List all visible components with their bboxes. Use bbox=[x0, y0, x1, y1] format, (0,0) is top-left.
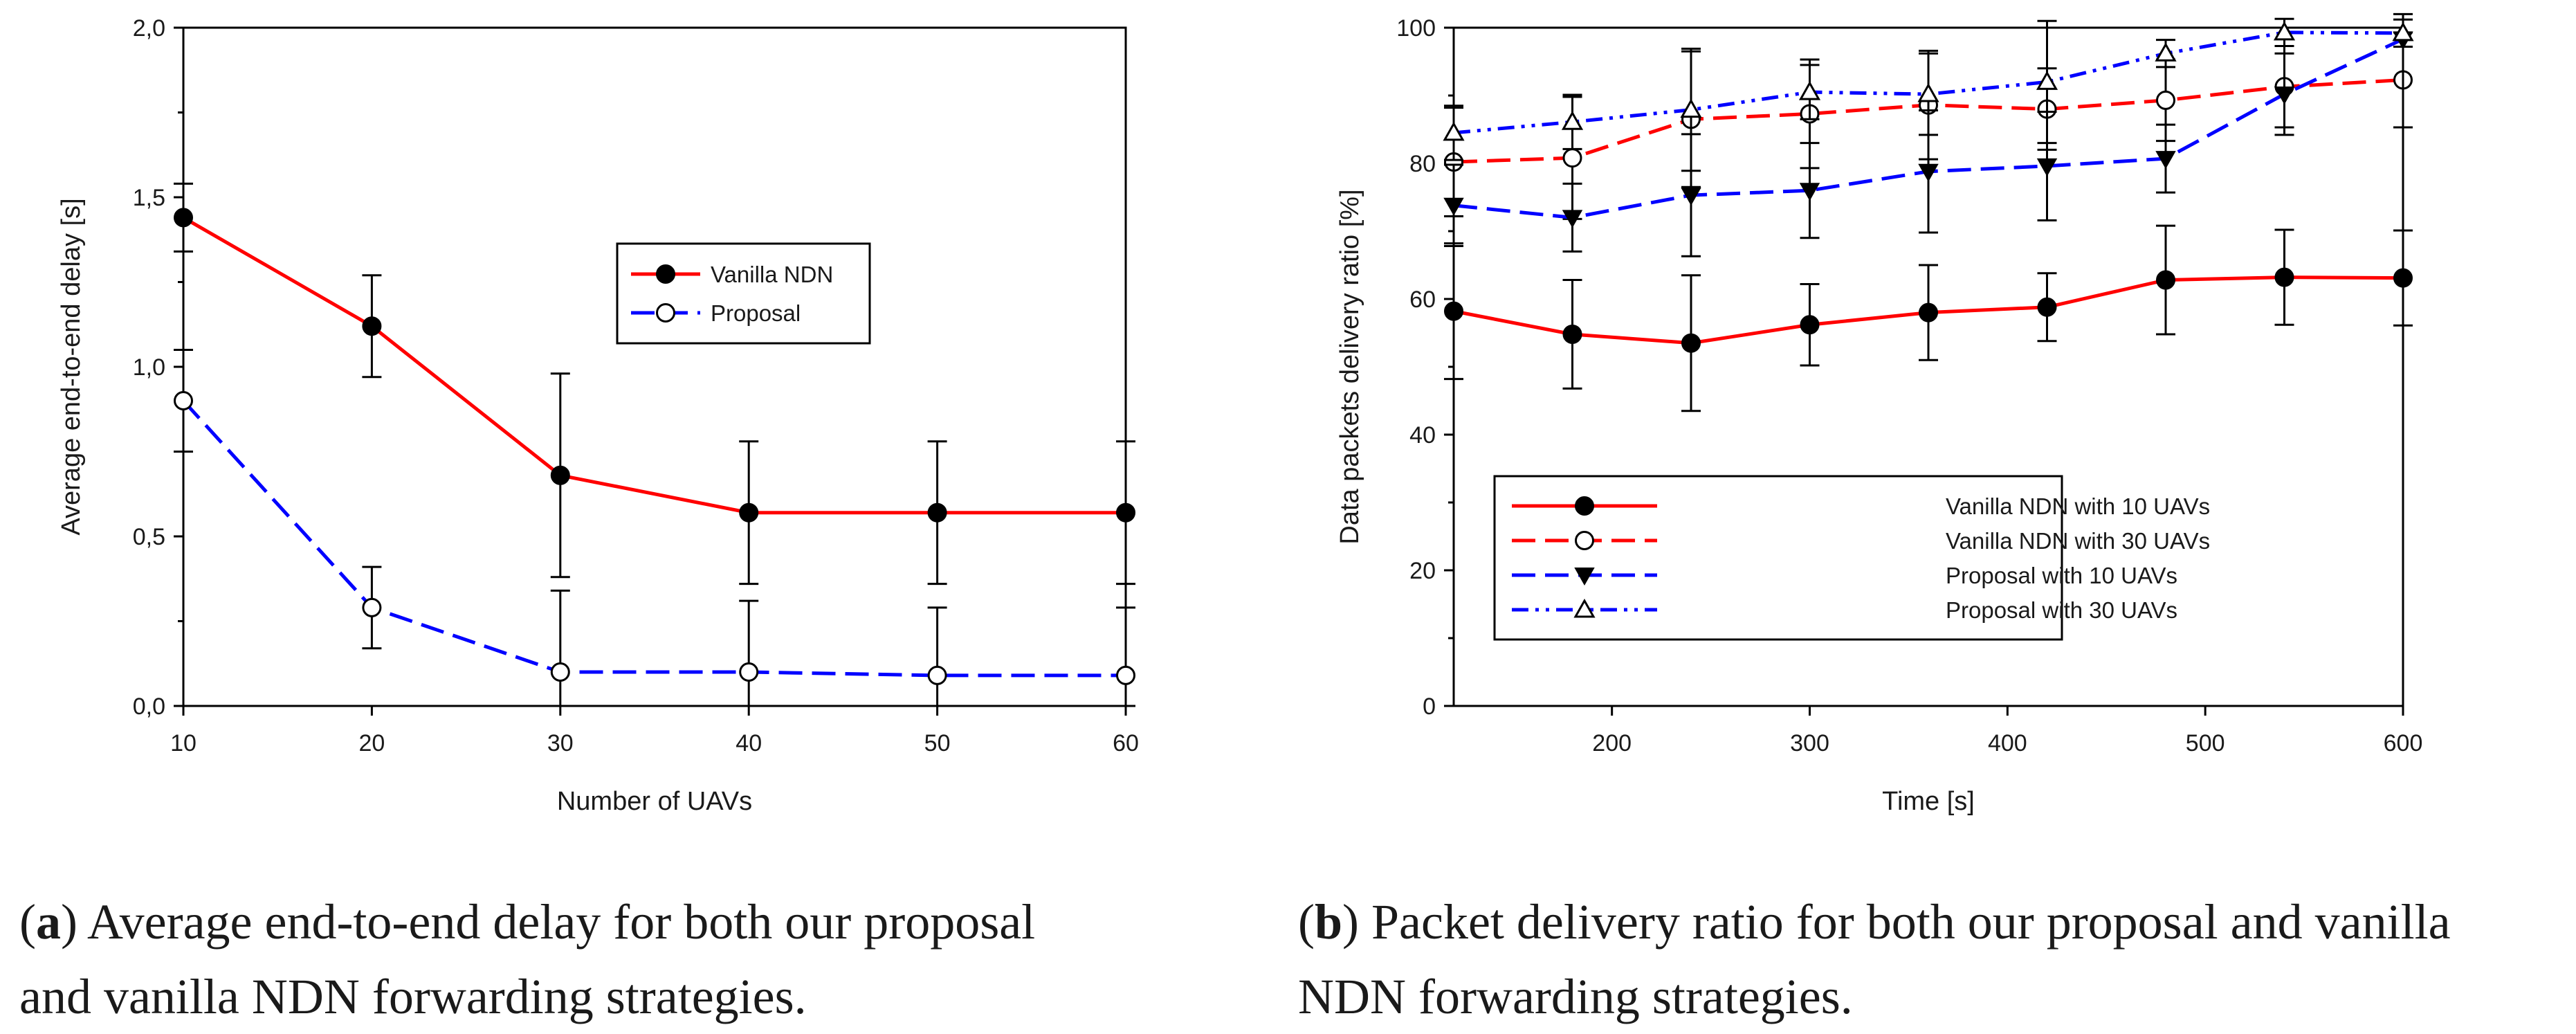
chart-a-x-tick-label: 40 bbox=[736, 730, 762, 756]
chart-a-legend bbox=[616, 242, 871, 345]
chart-a-data-point bbox=[174, 208, 193, 228]
chart-b-data-point bbox=[2036, 158, 2058, 176]
chart-b-data-point bbox=[2037, 297, 2057, 317]
chart-b-data-point bbox=[1917, 82, 1939, 102]
chart-a-data-point bbox=[1116, 665, 1135, 685]
chart-b-y-tick-label: 80 bbox=[1409, 151, 1436, 177]
chart-b-data-point bbox=[1681, 333, 1701, 353]
chart-b-x-tick-label: 600 bbox=[2384, 730, 2423, 756]
chart-b-data-point bbox=[1681, 188, 1701, 206]
chart-a-x-tick-label: 60 bbox=[1113, 730, 1139, 756]
chart-b-data-point bbox=[1443, 121, 1465, 141]
chart-b-data-point bbox=[2274, 87, 2295, 105]
chart-b-delivery-ratio: 200 300 400 500 600 0 20 40 60 80 100 Time [s] Data … bbox=[1335, 12, 2423, 816]
chart-b-legend-label: Vanilla NDN with 30 UAVs bbox=[1946, 528, 2210, 554]
chart-a-data-point bbox=[739, 502, 759, 523]
chart-a-data-point bbox=[174, 391, 193, 410]
chart-b-data-point bbox=[1444, 301, 1463, 321]
chart-a-series-line-2 bbox=[182, 399, 1126, 678]
chart-b-legend-marker bbox=[1574, 568, 1595, 586]
chart-b-legend-marker bbox=[1575, 531, 1594, 550]
caption-b: (b) Packet delivery ratio for both our p… bbox=[1298, 894, 2451, 1024]
chart-b-data-point bbox=[2036, 71, 2058, 90]
chart-b-legend-label: Proposal with 10 UAVs bbox=[1946, 563, 2177, 588]
chart-b-y-tick-label: 40 bbox=[1409, 422, 1436, 448]
chart-a-legend-marker bbox=[656, 264, 675, 284]
caption-a: (a) Average end-to-end delay for both ou… bbox=[19, 894, 1036, 1024]
chart-a-legend-label: Proposal bbox=[711, 300, 801, 326]
chart-b-data-point bbox=[1562, 148, 1582, 168]
chart-a-series-line-1 bbox=[182, 216, 1126, 515]
caption-b-line1: ) Packet delivery ratio for both our pro… bbox=[1342, 894, 2451, 950]
chart-b-y-tick-label: 100 bbox=[1396, 15, 1436, 42]
chart-b-data-point bbox=[1561, 111, 1584, 130]
chart-a-y-tick-label: 1,0 bbox=[133, 354, 165, 381]
chart-b-data-point bbox=[2156, 90, 2175, 110]
chart-a-x-tick-label: 50 bbox=[924, 730, 951, 756]
chart-a-y-tick-label: 0,0 bbox=[133, 693, 165, 720]
chart-b-data-point bbox=[1680, 98, 1702, 118]
chart-b-y-tick-label: 60 bbox=[1409, 287, 1436, 313]
chart-b-data-point bbox=[2155, 151, 2176, 170]
caption-a-label: a bbox=[35, 894, 61, 950]
chart-a-plot-frame bbox=[182, 26, 1127, 707]
chart-a-y-tick-label: 0,5 bbox=[133, 524, 165, 550]
chart-b-data-point bbox=[2156, 270, 2175, 290]
chart-b-data-point bbox=[2393, 268, 2413, 288]
chart-a-legend-marker bbox=[656, 303, 675, 323]
chart-b-x-tick-label: 300 bbox=[1790, 730, 1829, 756]
chart-a-data-point bbox=[1116, 502, 1135, 523]
chart-a-x-tick-label: 30 bbox=[547, 730, 574, 756]
chart-a-data-point bbox=[927, 502, 947, 523]
caption-b-line2: NDN forwarding strategies. bbox=[1298, 969, 1853, 1024]
chart-b-data-point bbox=[1443, 197, 1464, 216]
chart-a-x-tick-label: 10 bbox=[170, 730, 197, 756]
chart-b-data-point bbox=[2155, 42, 2177, 62]
chart-b-data-point bbox=[1918, 163, 1939, 182]
chart-a-data-point bbox=[739, 662, 759, 682]
chart-a-data-point bbox=[550, 465, 570, 485]
chart-b-y-tick-label: 20 bbox=[1409, 558, 1436, 584]
chart-b-legend-marker bbox=[1573, 598, 1596, 618]
chart-a-x-tick-label: 20 bbox=[358, 730, 385, 756]
chart-b-y-axis-label: Data packets delivery ratio [%] bbox=[1335, 189, 1364, 544]
chart-a-y-tick-label: 1,5 bbox=[133, 185, 165, 211]
chart-b-data-point bbox=[2273, 21, 2296, 41]
chart-a-x-axis-label: Number of UAVs bbox=[557, 787, 752, 816]
caption-a-line1: ) Average end-to-end delay for both our … bbox=[60, 894, 1036, 950]
chart-b-legend-label: Proposal with 30 UAVs bbox=[1946, 597, 2177, 623]
chart-b-x-tick-label: 200 bbox=[1592, 730, 1632, 756]
chart-b-x-axis-label: Time [s] bbox=[1882, 787, 1975, 816]
chart-a-data-point bbox=[362, 316, 382, 336]
chart-b-data-point bbox=[2274, 267, 2294, 287]
chart-b-y-tick-label: 0 bbox=[1423, 693, 1436, 720]
chart-b-legend-label: Vanilla NDN with 10 UAVs bbox=[1946, 493, 2210, 519]
caption-b-label: b bbox=[1314, 894, 1343, 950]
chart-b-data-point bbox=[1799, 183, 1820, 201]
chart-a-y-axis-label: Average end-to-end delay [s] bbox=[57, 198, 86, 535]
chart-b-x-tick-label: 500 bbox=[2186, 730, 2225, 756]
caption-a-line2: and vanilla NDN forwarding strategies. bbox=[19, 969, 807, 1024]
chart-b-legend-marker bbox=[1575, 496, 1594, 516]
chart-b-data-point bbox=[1562, 210, 1583, 228]
chart-b-data-point bbox=[1798, 81, 1821, 100]
chart-a-legend-label: Vanilla NDN bbox=[711, 262, 833, 287]
chart-b-x-tick-label: 400 bbox=[1988, 730, 2027, 756]
chart-a-data-point bbox=[927, 665, 947, 685]
chart-b-data-point bbox=[1562, 324, 1582, 344]
chart-a-delay: 10 20 30 40 50 60 0,0 0,5 1,0 1,5 2,0 Number of UAV… bbox=[57, 15, 1139, 816]
chart-a-data-point bbox=[550, 662, 570, 682]
chart-a-data-point bbox=[362, 597, 382, 617]
chart-b-data-point bbox=[1919, 302, 1938, 323]
chart-a-y-tick-label: 2,0 bbox=[133, 15, 165, 42]
chart-b-data-point bbox=[1800, 315, 1820, 335]
chart-b-data-point bbox=[2392, 21, 2414, 42]
